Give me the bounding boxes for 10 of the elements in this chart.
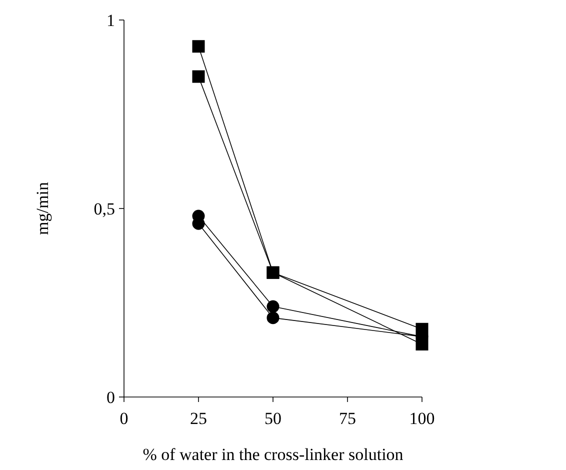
y-tick-label: 0 bbox=[106, 388, 115, 407]
x-tick-label: 0 bbox=[120, 409, 128, 428]
x-tick-label: 75 bbox=[339, 409, 356, 428]
x-tick-label: 50 bbox=[264, 409, 282, 428]
y-axis-title: mg/min bbox=[33, 182, 52, 235]
x-axis-title: % of water in the cross-linker solution bbox=[142, 445, 404, 464]
x-tick-label: 100 bbox=[409, 409, 435, 428]
y-tick-label: 1 bbox=[106, 10, 115, 30]
x-tick-label: 25 bbox=[190, 409, 207, 428]
y-tick-label: 0,5 bbox=[94, 199, 115, 218]
